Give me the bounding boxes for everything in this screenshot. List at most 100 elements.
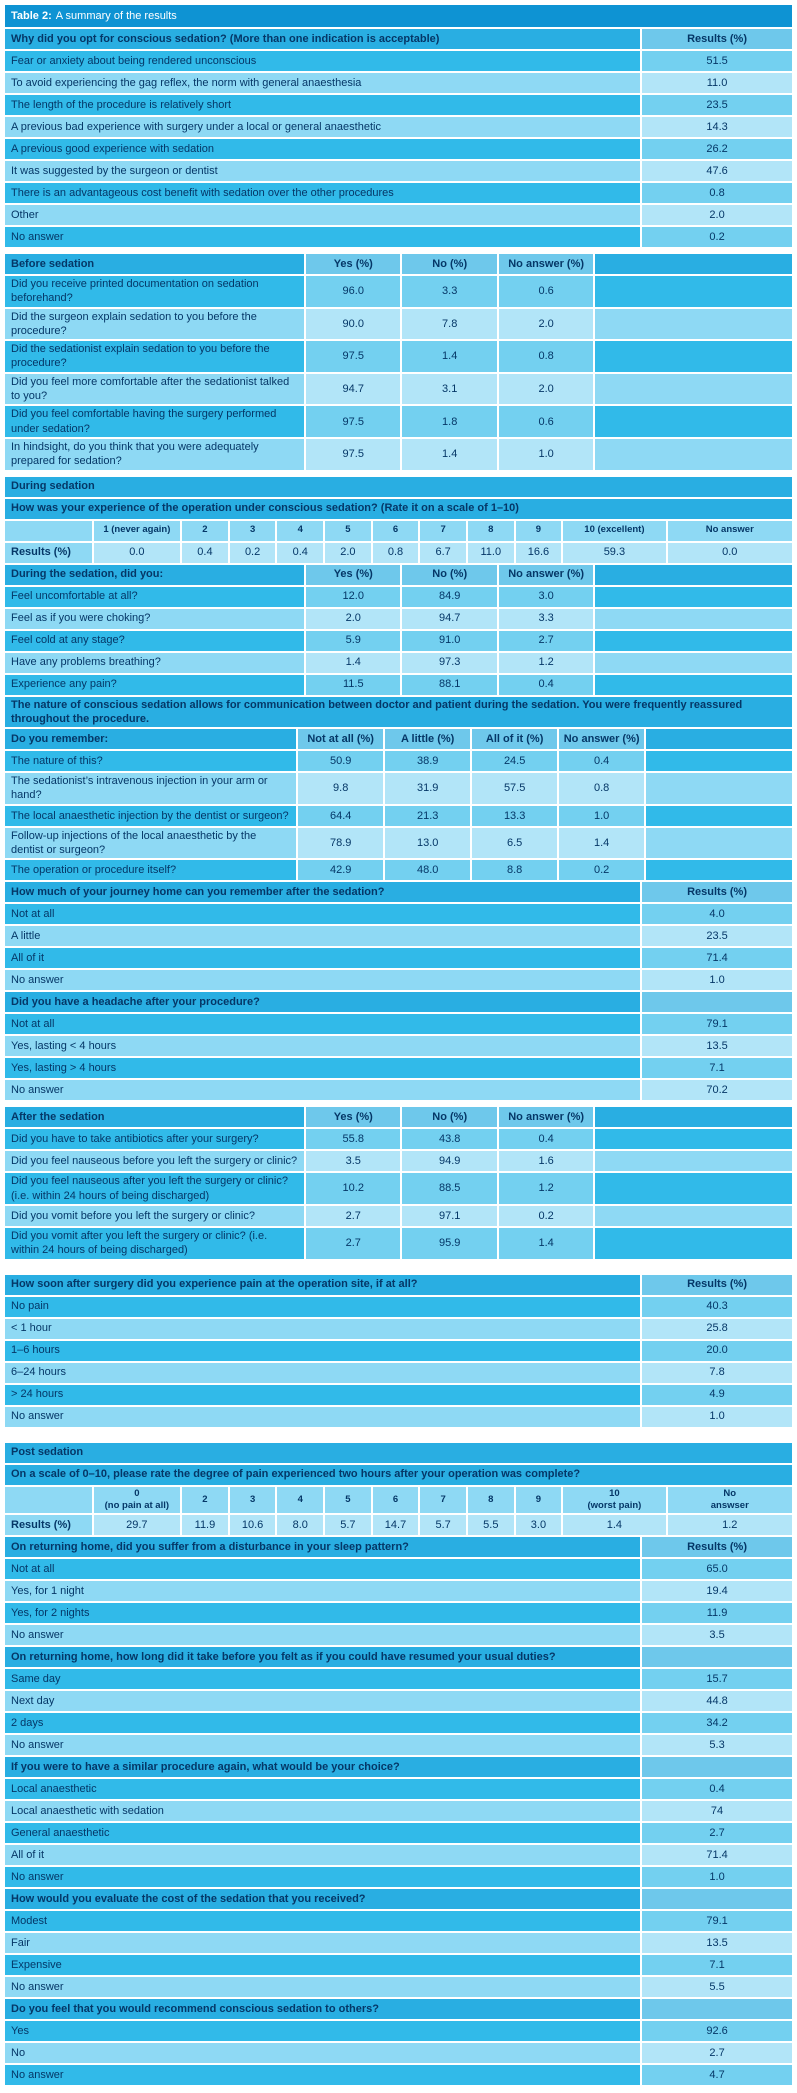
question-cell: The local anaesthetic injection by the d… xyxy=(5,805,297,826)
value-cell: 43.8 xyxy=(402,1129,497,1150)
scale-column-header: 5 xyxy=(325,1486,371,1514)
table-row: There is an advantageous cost benefit wi… xyxy=(5,183,792,203)
filler-cell xyxy=(595,1173,792,1204)
filler-cell xyxy=(646,805,792,826)
scale-value-cell: 14.7 xyxy=(372,1515,419,1536)
scale-column-header: 0 (no pain at all) xyxy=(93,1486,181,1514)
value-cell: 1.8 xyxy=(402,406,497,437)
question-cell: No answer xyxy=(5,227,641,247)
question-cell: No answer xyxy=(5,1867,641,1888)
value-cell: 2.0 xyxy=(306,608,401,629)
value-cell: 2.0 xyxy=(498,373,594,405)
header-value-label-cell xyxy=(642,1647,792,1668)
value-cell: 13.5 xyxy=(642,1036,792,1057)
table-row: No answer 4.7 xyxy=(5,2065,792,2086)
table-header-row: On returning home, did you suffer from a… xyxy=(5,1537,792,1558)
table-header-row: Did you have a headache after your proce… xyxy=(5,992,792,1013)
filler-cell xyxy=(595,1227,792,1259)
table-row: General anaesthetic 2.7 xyxy=(5,1823,792,1844)
section-band-row: Post sedation xyxy=(5,1442,792,1463)
value-cell: 4.0 xyxy=(642,904,792,925)
value-cell: 90.0 xyxy=(306,308,401,340)
value-cell: 14.3 xyxy=(642,117,792,137)
table-row: No answer 70.2 xyxy=(5,1080,792,1101)
table-row: No answer 1.0 xyxy=(5,1867,792,1888)
question-cell: 1–6 hours xyxy=(5,1340,641,1361)
value-cell: 44.8 xyxy=(642,1691,792,1712)
question-cell: Yes, lasting > 4 hours xyxy=(5,1058,641,1079)
question-cell: Did you feel more comfortable after the … xyxy=(5,373,305,405)
question-cell: Yes, lasting < 4 hours xyxy=(5,1036,641,1057)
scale-column-header: 5 xyxy=(325,520,371,541)
value-cell: 1.2 xyxy=(498,1173,594,1204)
table-row: Yes, for 2 nights 11.9 xyxy=(5,1603,792,1624)
value-cell: 1.4 xyxy=(559,827,645,859)
value-cell: 94.9 xyxy=(402,1151,497,1172)
question-cell: Fair xyxy=(5,1933,641,1954)
question-cell: Did you feel comfortable having the surg… xyxy=(5,406,305,437)
value-cell: 1.0 xyxy=(642,970,792,991)
question-cell: The operation or procedure itself? xyxy=(5,860,297,881)
column-header-cell: Yes (%) xyxy=(306,254,401,274)
filler-cell xyxy=(595,438,792,470)
question-cell: No answer xyxy=(5,1977,641,1998)
value-cell: 13.5 xyxy=(642,1933,792,1954)
scale-values-row: Results (%) 0.0 0.4 0.2 0.4 2.0 0.8 6.7 11.0 16.6… xyxy=(5,542,792,563)
table-row: All of it 71.4 xyxy=(5,1845,792,1866)
filler-cell xyxy=(595,1129,792,1150)
question-cell: No answer xyxy=(5,1735,641,1756)
table-row: Did you feel nauseous before you left th… xyxy=(5,1151,792,1172)
scale-results-label: Results (%) xyxy=(5,1515,92,1536)
table-row: Other 2.0 xyxy=(5,205,792,225)
question-cell: Not at all xyxy=(5,1014,641,1035)
value-cell: 13.3 xyxy=(472,805,558,826)
value-cell: 8.8 xyxy=(472,860,558,881)
value-cell: 3.5 xyxy=(306,1151,401,1172)
scale-column-header: No answer xyxy=(667,520,792,541)
scale-corner-cell xyxy=(5,520,92,541)
scale-column-header: 10 (worst pain) xyxy=(563,1486,666,1514)
question-cell: Did you feel nauseous after you left the… xyxy=(5,1173,305,1204)
table-row: > 24 hours 4.9 xyxy=(5,1384,792,1405)
question-cell: Local anaesthetic xyxy=(5,1779,641,1800)
value-cell: 1.0 xyxy=(498,438,594,470)
header-question-cell: On returning home, how long did it take … xyxy=(5,1647,641,1668)
scale-value-cell: 11.0 xyxy=(467,542,514,563)
header-value-label-cell: Results (%) xyxy=(642,882,792,903)
scale-column-header: 1 (never again) xyxy=(93,520,181,541)
section-band-row: During sedation xyxy=(5,476,792,497)
value-cell: 26.2 xyxy=(642,139,792,159)
section-gap xyxy=(5,470,792,475)
scale-column-header: 3 xyxy=(229,520,276,541)
header-question-cell: How would you evaluate the cost of the s… xyxy=(5,1889,641,1910)
header-question-cell: On returning home, did you suffer from a… xyxy=(5,1537,641,1558)
section-gap xyxy=(5,1427,792,1441)
question-cell: No answer xyxy=(5,1406,641,1427)
column-header-cell: No answer (%) xyxy=(498,1107,594,1128)
section-gap xyxy=(5,1100,792,1105)
table-header-row: How would you evaluate the cost of the s… xyxy=(5,1889,792,1910)
table-row: Yes, lasting > 4 hours 7.1 xyxy=(5,1058,792,1079)
value-cell: 11.9 xyxy=(642,1603,792,1624)
question-cell: The nature of this? xyxy=(5,751,297,772)
value-cell: 97.5 xyxy=(306,406,401,437)
filler-cell xyxy=(595,1151,792,1172)
scale-column-header: 4 xyxy=(277,1486,324,1514)
value-cell: 13.0 xyxy=(385,827,471,859)
header-question-cell: If you were to have a similar procedure … xyxy=(5,1757,641,1778)
filler-cell xyxy=(646,860,792,881)
table-row: The nature of this? 50.9 38.9 24.5 0.4 xyxy=(5,751,792,772)
table-header-row: If you were to have a similar procedure … xyxy=(5,1757,792,1778)
filler-cell xyxy=(595,341,792,372)
question-cell: Yes, for 2 nights xyxy=(5,1603,641,1624)
question-cell: Feel uncomfortable at all? xyxy=(5,586,305,607)
column-header-cell: Not at all (%) xyxy=(298,729,384,750)
value-cell: 0.8 xyxy=(559,773,645,804)
scale-value-cell: 6.7 xyxy=(420,542,466,563)
table-row: Expensive 7.1 xyxy=(5,1955,792,1976)
section-band-label: During sedation xyxy=(5,476,792,497)
question-cell: < 1 hour xyxy=(5,1318,641,1339)
value-cell: 9.8 xyxy=(298,773,384,804)
question-cell: To avoid experiencing the gag reflex, th… xyxy=(5,73,641,93)
table-row: Same day 15.7 xyxy=(5,1669,792,1690)
